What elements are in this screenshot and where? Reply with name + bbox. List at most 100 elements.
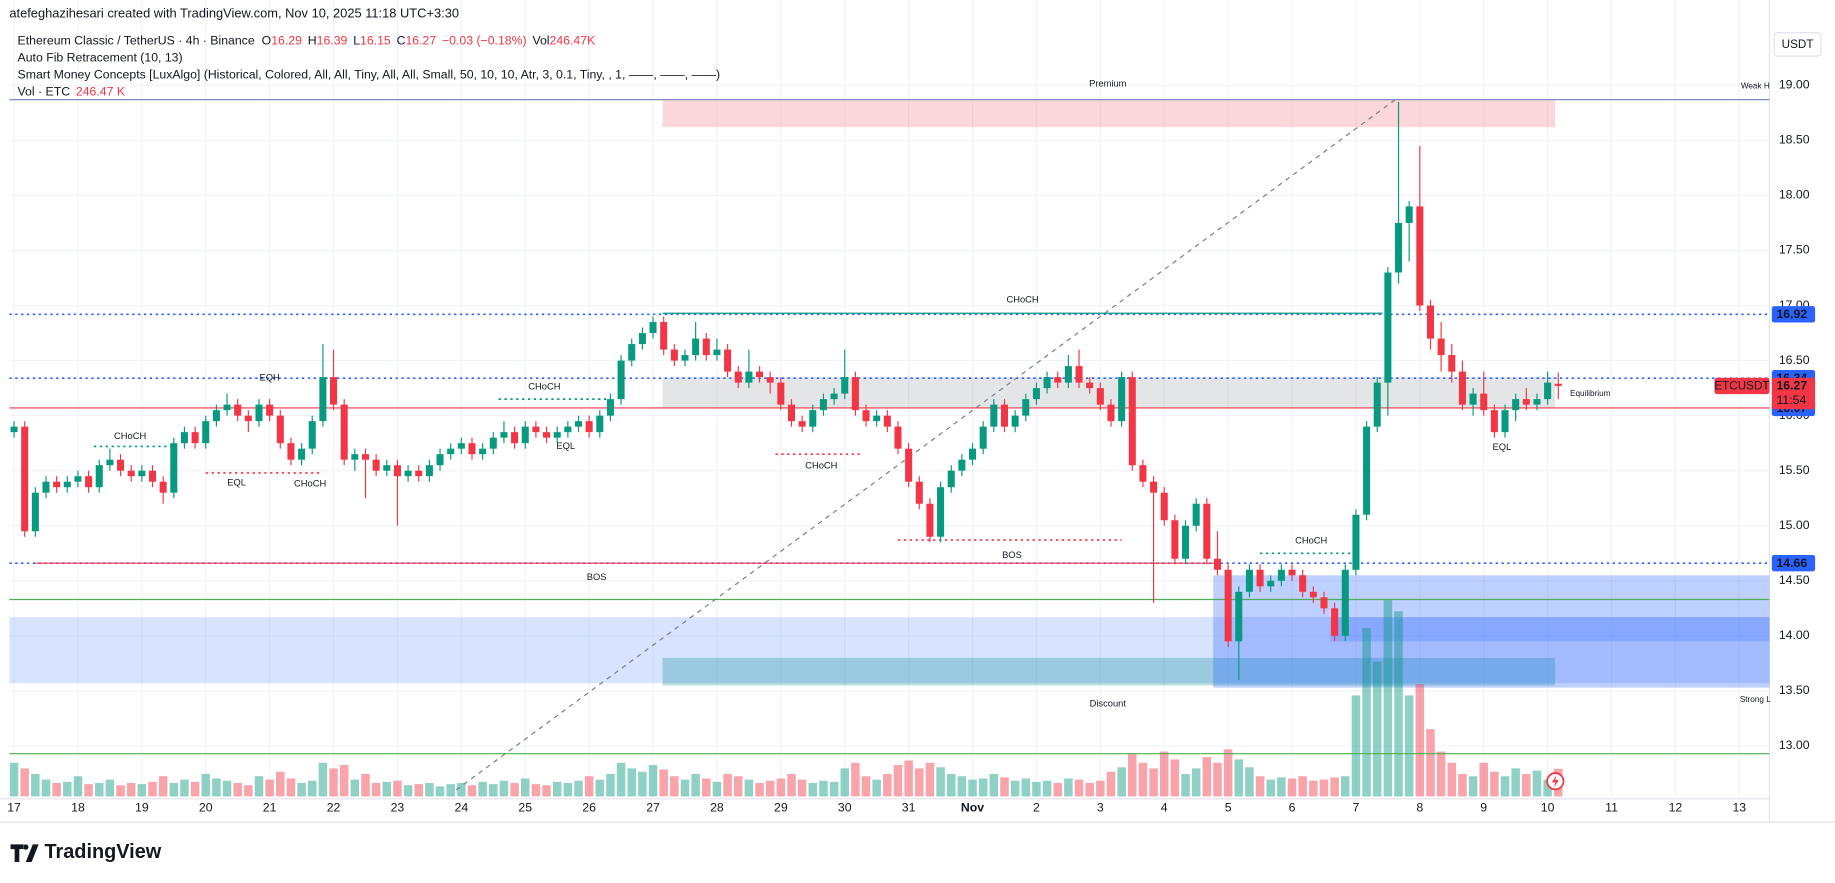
candle-body bbox=[383, 465, 391, 471]
volume-bar bbox=[1096, 780, 1105, 797]
volume-bar bbox=[1266, 779, 1275, 797]
volume-bar bbox=[915, 768, 924, 797]
volume-bar bbox=[478, 781, 487, 797]
annotation: CHoCH bbox=[528, 381, 560, 391]
volume-bar bbox=[680, 779, 690, 797]
candle-body bbox=[766, 377, 774, 383]
volume-bar bbox=[329, 768, 338, 797]
annotation: EQH bbox=[260, 373, 280, 383]
volume-bar bbox=[489, 784, 498, 797]
y-tick-label: 18.50 bbox=[1779, 133, 1810, 147]
candle-body bbox=[85, 476, 93, 488]
candle-body bbox=[127, 470, 135, 477]
candle-body bbox=[276, 415, 284, 444]
volume-bar bbox=[403, 785, 413, 797]
x-tick-label: 5 bbox=[1225, 800, 1232, 814]
ohlc-label: L bbox=[353, 34, 360, 48]
candle-body bbox=[1064, 366, 1072, 383]
last-price-tag bbox=[1771, 377, 1816, 410]
y-tick-label: 14.50 bbox=[1779, 573, 1810, 587]
candle-body bbox=[1480, 393, 1488, 411]
candle-body bbox=[1267, 580, 1275, 587]
volume-bar bbox=[190, 781, 200, 797]
x-tick-label: 17 bbox=[7, 800, 21, 814]
candle-body bbox=[1022, 399, 1030, 416]
currency-box[interactable] bbox=[1773, 32, 1822, 57]
volume-bar bbox=[94, 782, 104, 797]
volume-bar bbox=[627, 768, 636, 797]
symbol: Ethereum Classic / TetherUS · 4h · Binan… bbox=[18, 34, 255, 48]
volume-bar bbox=[1277, 777, 1286, 797]
candle-body bbox=[361, 454, 370, 460]
candle-body bbox=[1277, 569, 1285, 581]
volume-bar bbox=[808, 782, 818, 797]
candle-body bbox=[351, 454, 359, 460]
vol-indicator: Vol · ETC 246.47 K bbox=[18, 85, 126, 99]
volume-bar bbox=[1085, 782, 1094, 797]
candle-body bbox=[10, 426, 18, 433]
volume-bar bbox=[1128, 753, 1137, 797]
volume-bar bbox=[1436, 751, 1446, 797]
candle-body bbox=[148, 470, 157, 482]
annotation: Equilibrium bbox=[1570, 389, 1611, 398]
candle-body bbox=[1533, 399, 1541, 405]
volume-pane bbox=[9, 599, 1563, 797]
annotation: EQL bbox=[227, 477, 246, 487]
x-tick-label: 26 bbox=[582, 800, 596, 814]
volume-bar bbox=[1245, 767, 1254, 797]
volume-bar bbox=[968, 779, 977, 797]
vol-indicator-value: 246.47 K bbox=[76, 85, 126, 99]
candle-body bbox=[1469, 393, 1477, 405]
volume-bar bbox=[925, 762, 935, 797]
candle-body bbox=[1426, 305, 1434, 339]
candle-body bbox=[298, 448, 306, 460]
candle-body bbox=[393, 465, 401, 477]
volume-bar bbox=[1138, 762, 1148, 797]
volume-bar bbox=[233, 782, 242, 797]
annotation: EQL bbox=[1492, 442, 1511, 452]
volume-bar bbox=[276, 771, 285, 797]
x-tick-label: 29 bbox=[774, 800, 788, 814]
volume-bar bbox=[265, 779, 274, 797]
logo-mark bbox=[10, 844, 39, 862]
x-tick-label: 18 bbox=[71, 800, 85, 814]
candle-body bbox=[1384, 272, 1392, 383]
candle-body bbox=[1182, 525, 1190, 559]
volume-bar bbox=[1319, 779, 1329, 797]
y-tick-label: 19.00 bbox=[1779, 78, 1810, 92]
volume-bar bbox=[904, 760, 913, 797]
candle-body bbox=[1160, 492, 1168, 521]
candle-body bbox=[74, 476, 82, 482]
candle-body bbox=[585, 421, 593, 433]
candle-body bbox=[702, 338, 710, 356]
volume-bar bbox=[467, 785, 477, 797]
candle-body bbox=[713, 349, 721, 356]
candle-body bbox=[670, 349, 678, 361]
volume-bar bbox=[393, 780, 402, 797]
candle-body bbox=[255, 404, 263, 422]
volume-bar bbox=[339, 765, 349, 797]
volume-bar bbox=[893, 765, 903, 797]
y-tick-label: 15.50 bbox=[1779, 463, 1810, 477]
candles bbox=[10, 101, 1562, 680]
volume-bar bbox=[1479, 762, 1488, 797]
candle-body bbox=[947, 470, 955, 488]
volume-bar bbox=[244, 785, 253, 797]
candle-body bbox=[223, 404, 231, 411]
candle-body bbox=[521, 426, 529, 444]
x-tick-label: 3 bbox=[1097, 800, 1104, 814]
volume-bar bbox=[52, 782, 61, 797]
candle-body bbox=[425, 465, 433, 477]
trend-line bbox=[455, 99, 1396, 791]
volume-bar bbox=[1415, 684, 1425, 797]
candle-body bbox=[1522, 399, 1530, 405]
y-tick-label: 13.50 bbox=[1779, 683, 1810, 697]
candle-body bbox=[202, 421, 210, 444]
x-tick-label: 6 bbox=[1289, 800, 1296, 814]
y-tick-label: 13.00 bbox=[1779, 738, 1810, 752]
candle-body bbox=[372, 459, 380, 471]
candle-body bbox=[31, 492, 39, 532]
candle-body bbox=[553, 432, 561, 438]
zone bbox=[1213, 575, 1770, 688]
volume-bar bbox=[542, 785, 551, 797]
